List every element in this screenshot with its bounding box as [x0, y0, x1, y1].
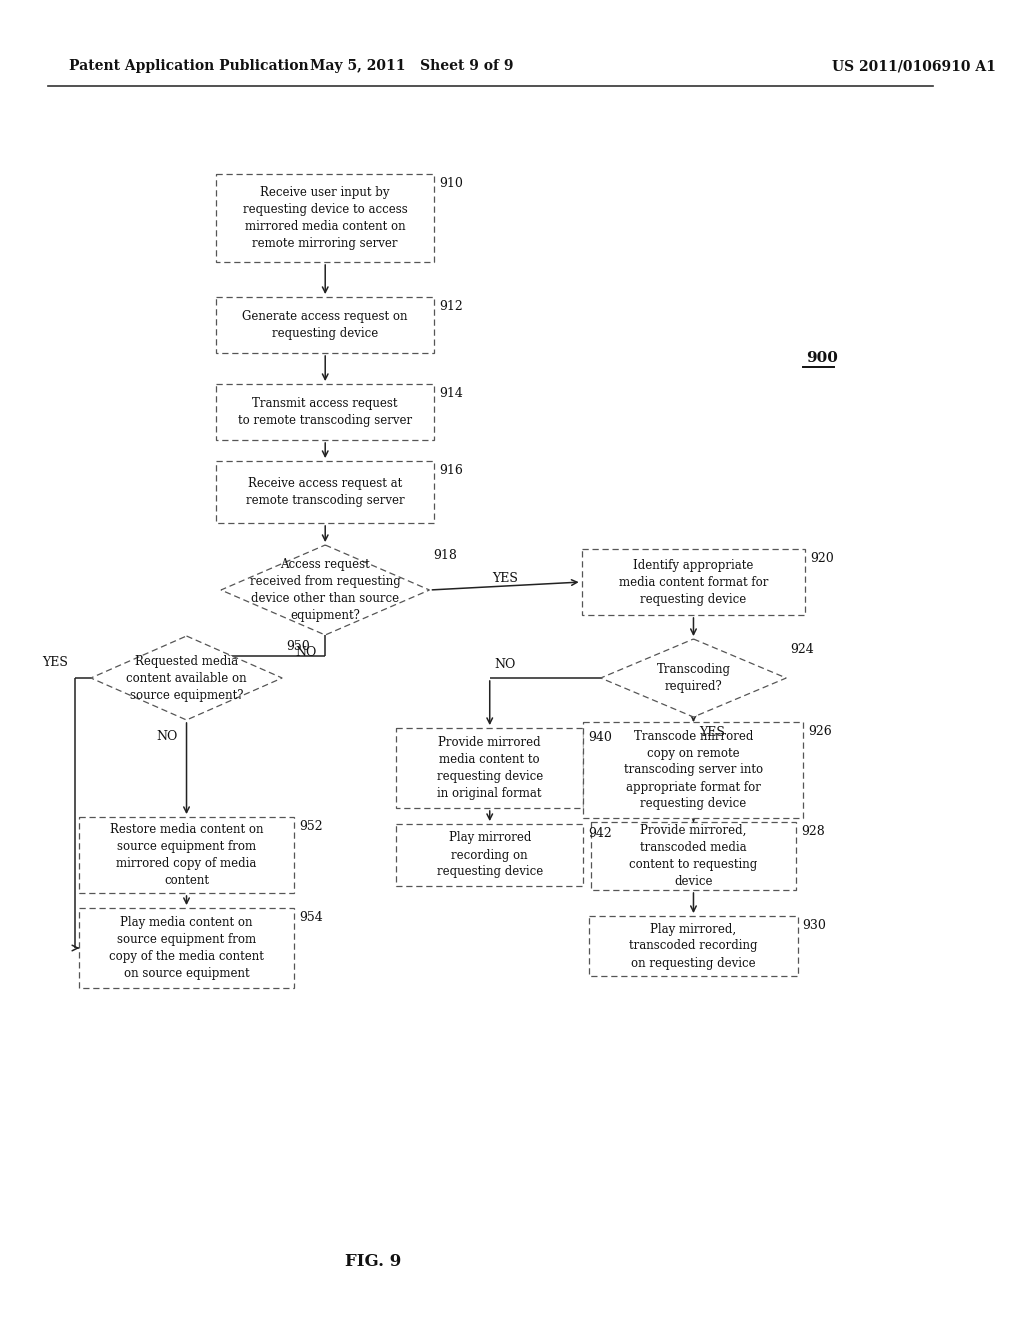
Text: Transcode mirrored
copy on remote
transcoding server into
appropriate format for: Transcode mirrored copy on remote transc… [624, 730, 763, 810]
Text: 950: 950 [286, 640, 309, 653]
Text: 942: 942 [588, 828, 611, 840]
Text: 954: 954 [299, 911, 323, 924]
FancyBboxPatch shape [591, 822, 797, 890]
FancyBboxPatch shape [216, 297, 434, 352]
Text: Requested media
content available on
source equipment?: Requested media content available on sou… [126, 655, 247, 701]
Text: Generate access request on
requesting device: Generate access request on requesting de… [243, 310, 408, 341]
Text: 920: 920 [810, 552, 834, 565]
Text: 916: 916 [439, 465, 463, 477]
Text: 914: 914 [439, 387, 463, 400]
FancyBboxPatch shape [216, 174, 434, 261]
Text: Receive access request at
remote transcoding server: Receive access request at remote transco… [246, 477, 404, 507]
FancyBboxPatch shape [79, 908, 294, 987]
Text: Play media content on
source equipment from
copy of the media content
on source : Play media content on source equipment f… [110, 916, 264, 979]
FancyBboxPatch shape [216, 461, 434, 523]
Text: Patent Application Publication: Patent Application Publication [69, 59, 308, 73]
Text: Play mirrored
recording on
requesting device: Play mirrored recording on requesting de… [436, 832, 543, 879]
FancyBboxPatch shape [589, 916, 798, 975]
Text: FIG. 9: FIG. 9 [345, 1254, 401, 1270]
Text: 930: 930 [803, 919, 826, 932]
Text: Provide mirrored
media content to
requesting device
in original format: Provide mirrored media content to reques… [436, 737, 543, 800]
Text: 924: 924 [791, 643, 814, 656]
Text: Transcoding
required?: Transcoding required? [656, 663, 730, 693]
Text: Access request
received from requesting
device other than source
equipment?: Access request received from requesting … [250, 558, 400, 622]
Text: Play mirrored,
transcoded recording
on requesting device: Play mirrored, transcoded recording on r… [629, 923, 758, 969]
Text: 940: 940 [588, 731, 611, 744]
Text: NO: NO [495, 657, 516, 671]
Text: YES: YES [43, 656, 69, 668]
FancyBboxPatch shape [396, 824, 583, 886]
Text: Provide mirrored,
transcoded media
content to requesting
device: Provide mirrored, transcoded media conte… [630, 824, 758, 888]
Text: May 5, 2011   Sheet 9 of 9: May 5, 2011 Sheet 9 of 9 [309, 59, 513, 73]
Text: 928: 928 [801, 825, 825, 838]
Text: 918: 918 [433, 549, 457, 562]
Polygon shape [91, 636, 283, 719]
Text: 900: 900 [806, 351, 839, 366]
Polygon shape [221, 545, 429, 635]
Text: Identify appropriate
media content format for
requesting device: Identify appropriate media content forma… [618, 558, 768, 606]
Text: Transmit access request
to remote transcoding server: Transmit access request to remote transc… [239, 397, 413, 426]
FancyBboxPatch shape [584, 722, 804, 818]
FancyBboxPatch shape [396, 729, 583, 808]
Text: 912: 912 [439, 300, 463, 313]
Text: Receive user input by
requesting device to access
mirrored media content on
remo: Receive user input by requesting device … [243, 186, 408, 249]
Text: NO: NO [157, 730, 178, 742]
FancyBboxPatch shape [216, 384, 434, 440]
FancyBboxPatch shape [79, 817, 294, 894]
FancyBboxPatch shape [582, 549, 806, 615]
Text: 910: 910 [439, 177, 463, 190]
Text: US 2011/0106910 A1: US 2011/0106910 A1 [833, 59, 996, 73]
Text: Restore media content on
source equipment from
mirrored copy of media
content: Restore media content on source equipmen… [110, 822, 263, 887]
Polygon shape [601, 639, 786, 717]
Text: YES: YES [493, 572, 518, 585]
Text: 926: 926 [808, 725, 833, 738]
Text: NO: NO [295, 647, 316, 660]
Text: 952: 952 [299, 820, 323, 833]
Text: YES: YES [699, 726, 726, 739]
